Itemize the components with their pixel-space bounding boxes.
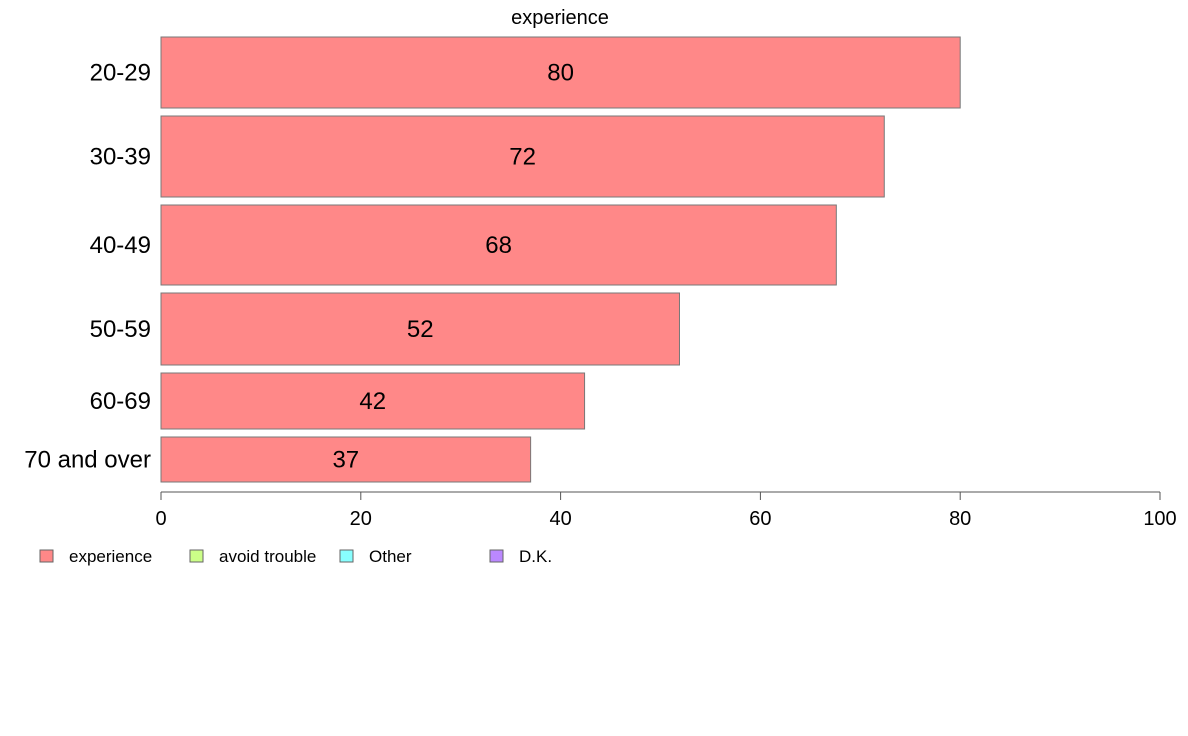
- legend-swatch: [39, 549, 54, 563]
- bar-20-29: [160, 36, 961, 109]
- legend-label: Other: [369, 547, 412, 566]
- x-tick-label: 80: [949, 508, 971, 530]
- x-tick-label: 60: [749, 508, 771, 530]
- legend-label: avoid trouble: [219, 547, 316, 566]
- category-label: 40-49: [90, 232, 151, 259]
- bar-value-label: 80: [547, 60, 574, 87]
- category-label: 50-59: [90, 316, 151, 343]
- bar-30-39: [160, 115, 885, 198]
- category-label: 70 and over: [24, 447, 151, 474]
- x-tick-label: 0: [155, 508, 166, 530]
- bar-value-label: 72: [509, 144, 536, 171]
- legend-swatch: [489, 549, 504, 563]
- bars-group: 20-29 80 30-39 72 40-49 68 50-59 52 60-69 42 70 an…: [24, 36, 961, 483]
- x-tick-label: 40: [549, 508, 571, 530]
- x-tick-label: 20: [350, 508, 372, 530]
- bar-70-and-over: [160, 436, 532, 483]
- x-axis: 0 20 40 60 80 100: [155, 491, 1177, 530]
- legend-swatch: [339, 549, 354, 563]
- category-label: 20-29: [90, 60, 151, 87]
- legend-swatch: [189, 549, 204, 563]
- x-tick-label: 100: [1143, 508, 1176, 530]
- legend-label: D.K.: [519, 547, 552, 566]
- bar-value-label: 37: [332, 447, 359, 474]
- legend-label: experience: [69, 547, 152, 566]
- bar-50-59: [160, 292, 680, 366]
- category-label: 30-39: [90, 144, 151, 171]
- bar-value-label: 52: [407, 316, 434, 343]
- category-label: 60-69: [90, 388, 151, 415]
- bar-value-label: 42: [359, 388, 386, 415]
- bar-40-49: [160, 204, 837, 286]
- legend: experience avoid trouble Other D.K.: [39, 547, 552, 566]
- bar-value-label: 68: [485, 232, 512, 259]
- bar-60-69: [160, 372, 586, 430]
- chart-title: experience: [511, 7, 609, 29]
